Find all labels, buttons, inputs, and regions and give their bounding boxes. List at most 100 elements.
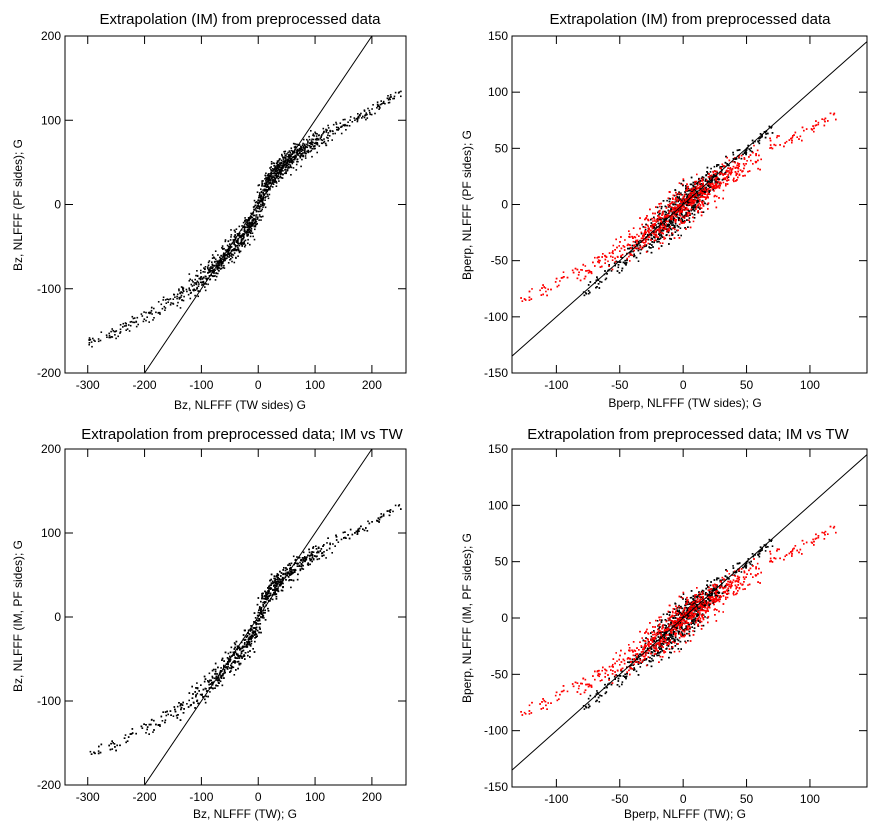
scatter-point	[282, 158, 285, 160]
scatter-point	[294, 146, 297, 149]
scatter-point	[332, 123, 335, 126]
scatter-point	[671, 210, 673, 212]
scatter-point	[686, 201, 688, 203]
scatter-point	[682, 202, 684, 204]
scatter-point	[394, 91, 397, 94]
scatter-point	[680, 212, 683, 215]
scatter-point	[281, 579, 283, 581]
scatter-point	[652, 224, 655, 227]
scatter-point	[356, 119, 359, 121]
scatter-point	[258, 194, 261, 197]
scatter-point	[196, 270, 198, 272]
scatter-point	[357, 116, 359, 119]
scatter-point	[589, 281, 592, 283]
scatter-point	[708, 182, 710, 185]
scatter-point	[673, 218, 675, 220]
scatter-point	[259, 193, 261, 196]
scatter-point	[695, 180, 698, 183]
scatter-point	[658, 203, 660, 205]
scatter-point	[221, 245, 224, 247]
scatter-point	[294, 154, 296, 157]
scatter-point	[262, 189, 264, 191]
scatter-point	[214, 269, 216, 271]
scatter-point	[747, 170, 749, 173]
scatter-point	[675, 197, 677, 200]
scatter-point	[267, 197, 270, 200]
scatter-point	[310, 140, 313, 142]
scatter-point	[722, 173, 725, 176]
scatter-point	[328, 135, 331, 137]
scatter-point	[694, 196, 696, 199]
scatter-series	[89, 504, 402, 755]
scatter-point	[690, 209, 692, 212]
scatter-point	[254, 221, 256, 224]
scatter-point	[167, 301, 169, 303]
scatter-point	[193, 289, 195, 292]
scatter-point	[323, 131, 325, 133]
scatter-point	[793, 134, 795, 136]
scatter-point	[281, 582, 283, 584]
scatter-point	[197, 290, 199, 292]
scatter-point	[198, 277, 200, 280]
scatter-point	[300, 153, 303, 155]
scatter-point	[676, 229, 678, 232]
scatter-point	[215, 272, 217, 274]
scatter-point	[650, 222, 653, 224]
scatter-point	[248, 218, 251, 220]
scatter-point	[304, 155, 307, 157]
scatter-point	[682, 215, 684, 218]
scatter-point	[234, 249, 236, 252]
scatter-point	[295, 163, 298, 166]
scatter-point	[686, 204, 689, 206]
scatter-point	[687, 208, 690, 211]
scatter-point	[628, 255, 630, 258]
scatter-point	[617, 264, 620, 266]
scatter-point	[769, 137, 771, 140]
scatter-point	[277, 172, 280, 174]
scatter-point	[658, 231, 661, 234]
scatter-point	[367, 520, 369, 523]
scatter-point	[258, 196, 260, 199]
scatter-point	[671, 206, 673, 209]
scatter-point	[241, 650, 244, 652]
scatter-point	[297, 150, 299, 152]
scatter-point	[309, 150, 311, 153]
scatter-point	[641, 241, 643, 243]
scatter-point	[230, 236, 232, 238]
scatter-point	[805, 128, 808, 130]
scatter-point	[357, 113, 359, 115]
scatter-point	[229, 243, 231, 245]
scatter-point	[226, 257, 228, 259]
scatter-point	[345, 124, 347, 127]
scatter-point	[583, 294, 586, 297]
scatter-point	[150, 309, 153, 312]
scatter-point	[740, 154, 743, 157]
scatter-point	[684, 215, 687, 218]
scatter-point	[372, 104, 374, 106]
scatter-point	[738, 149, 741, 151]
y-axis-label: Bz, NLFFF (PF sides); G	[11, 139, 25, 271]
scatter-point	[788, 139, 791, 141]
scatter-point	[280, 171, 282, 173]
scatter-point	[301, 158, 303, 161]
scatter-point	[733, 180, 735, 183]
scatter-point	[269, 181, 272, 184]
scatter-point	[676, 196, 678, 198]
scatter-point	[389, 98, 391, 101]
scatter-point	[145, 732, 147, 734]
scatter-point	[351, 121, 354, 123]
scatter-point	[249, 243, 251, 246]
scatter-point	[686, 183, 688, 185]
scatter-point	[273, 162, 276, 165]
scatter-point	[642, 245, 645, 247]
scatter-point	[288, 155, 290, 157]
scatter-point	[639, 252, 642, 255]
scatter-point	[692, 185, 695, 188]
scatter-point	[629, 260, 631, 262]
scatter-point	[740, 157, 743, 160]
scatter-point	[682, 196, 685, 198]
scatter-point	[342, 531, 345, 534]
scatter-point	[275, 180, 278, 183]
scatter-point	[543, 286, 545, 288]
scatter-point	[211, 264, 214, 267]
